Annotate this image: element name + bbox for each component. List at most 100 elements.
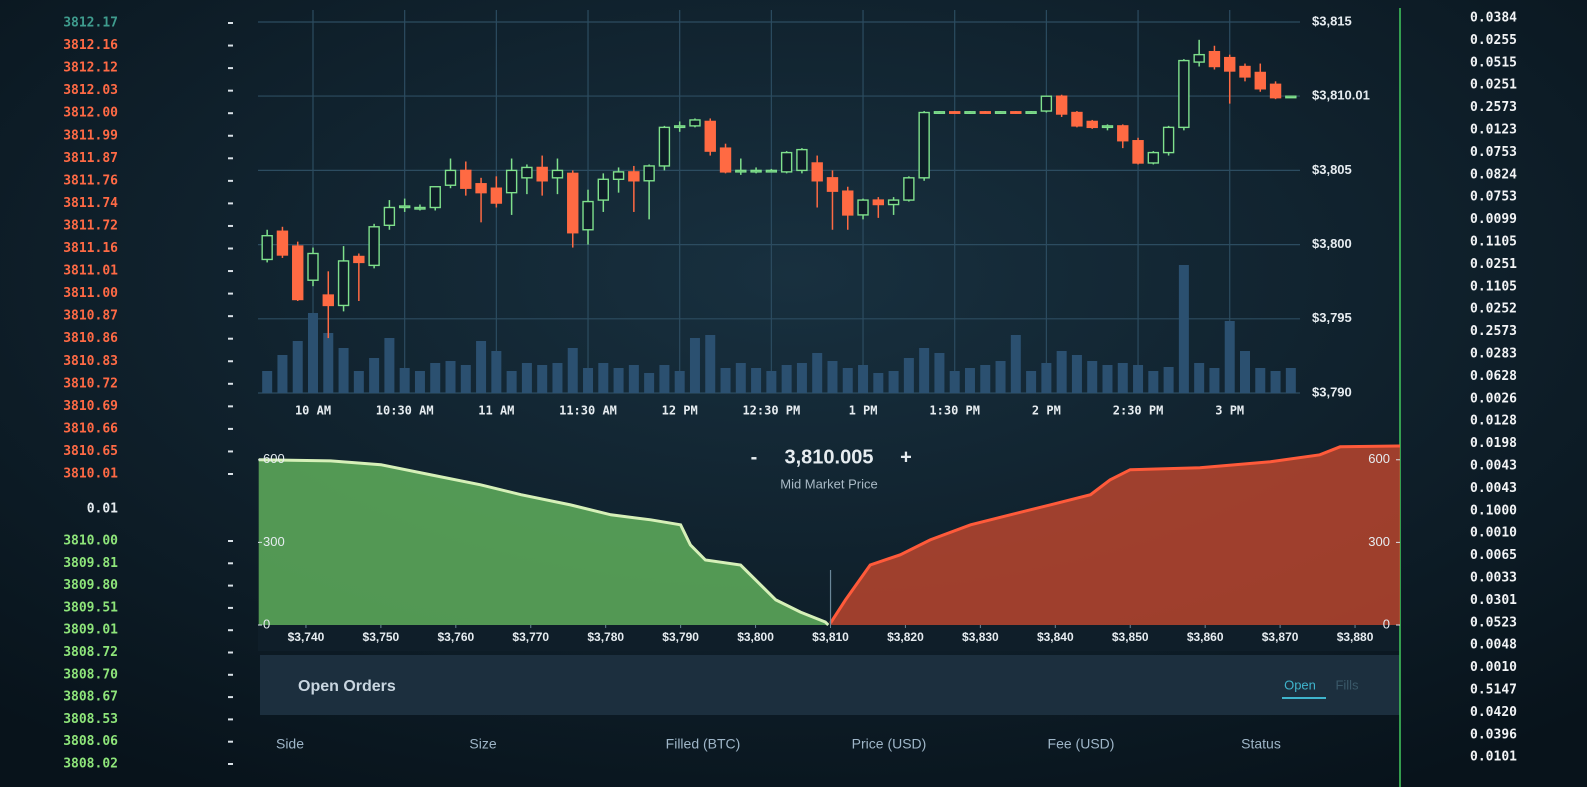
column-header: Price (USD) [852,736,927,752]
size-value: 0.0251 [1470,78,1517,93]
candle-body [1132,140,1144,164]
volume-bar [1239,351,1250,393]
bid-price: 3809.51 [63,600,118,615]
x-tick-label: $3,880 [1337,630,1374,644]
volume-bar [1194,363,1205,393]
x-tick-label: $3,820 [887,630,924,644]
column-header: Status [1241,736,1281,752]
candle-body [582,200,594,231]
candle-body [918,111,930,179]
volume-bar [659,365,670,393]
candle-body [292,245,304,301]
volume-bar [1255,368,1266,393]
volume-bar [689,338,700,393]
candle-body [490,187,503,204]
size-value: 0.0043 [1470,459,1517,474]
x-tick-label: $3,830 [962,630,999,644]
ask-price: 3810.72 [63,376,118,391]
volume-bar [1056,351,1067,393]
volume-bar [720,368,731,393]
volume-bar [781,365,792,393]
volume-bar [262,371,273,393]
candle-body [964,111,976,114]
volume-bar [827,361,838,393]
volume-bar [1224,321,1235,393]
volume-bar [949,371,960,393]
candle-body [872,199,885,206]
y-tick-label: $3,810.01 [1312,87,1370,102]
tab-open[interactable]: Open [1284,677,1316,692]
volume-bar [751,368,762,393]
volume-bar [674,371,685,393]
candle-body [826,177,839,192]
depth-area [830,446,1400,625]
candle-body [398,205,411,209]
depth-line [829,444,1401,624]
volume-bar [1071,355,1082,393]
x-tick-label: $3,790 [662,630,699,644]
volume-bar [1010,335,1021,393]
candle-body [903,177,915,201]
candle-body [1117,125,1129,142]
x-tick-label: $3,840 [1037,630,1074,644]
ask-price: 3811.01 [63,264,118,279]
volume-bar [964,368,975,393]
candle-body [337,260,350,307]
candle-body [475,183,487,194]
volume-bar [1209,368,1220,393]
size-value: 0.0753 [1470,145,1517,160]
depth-area [258,459,829,625]
y-tick-label: $3,795 [1312,310,1352,325]
column-header: Side [276,736,304,752]
size-value: 0.0523 [1470,615,1517,630]
tab-fills[interactable]: Fills [1335,677,1359,692]
y-tick-label: 0 [263,616,270,631]
candle-body [887,199,900,206]
size-value: 0.0824 [1470,167,1517,182]
volume-bar [1148,371,1159,393]
candle-body [994,111,1007,114]
volume-bar [705,335,716,393]
bid-price: 3808.06 [63,734,118,749]
candle-body [1025,111,1037,114]
ask-price: 3812.17 [63,16,118,31]
volume-bar [1087,361,1098,393]
candle-body [1147,151,1160,164]
candle-body [276,230,289,256]
size-value: 0.0283 [1470,347,1517,362]
volume-bar [552,363,563,393]
bid-price: 3808.72 [63,645,118,660]
volume-bar [842,368,853,393]
volume-bar [873,373,884,393]
volume-bar [583,368,594,393]
size-value: 0.0048 [1470,638,1517,653]
y-tick-label: 600 [263,451,285,466]
volume-bar [598,363,609,393]
ask-price: 3811.00 [63,286,118,301]
candle-body [1040,95,1053,112]
depth-line [258,458,830,627]
volume-bar [567,348,578,393]
candle-body [933,111,946,114]
y-tick-label: 300 [263,534,285,549]
bid-price: 3809.80 [63,578,118,593]
volume-bar [812,353,823,393]
bid-price: 3808.02 [63,757,118,772]
volume-bar [858,365,869,393]
y-tick-label: 300 [1368,534,1390,549]
volume-bar [537,365,548,393]
candle-body [689,119,701,127]
candle-body [460,169,472,189]
candle-body [1162,126,1175,154]
increment-button[interactable]: + [900,446,912,468]
x-tick-label: 11:30 AM [559,404,617,418]
volume-bar [1163,367,1174,393]
decrement-button[interactable]: - [751,446,758,468]
column-header: Size [469,736,496,752]
volume-bar [1270,371,1281,393]
volume-bar [980,365,991,393]
candle-body [551,169,564,179]
volume-bar [888,371,899,393]
ask-price: 3811.16 [63,241,118,256]
size-value: 0.0396 [1470,727,1517,742]
